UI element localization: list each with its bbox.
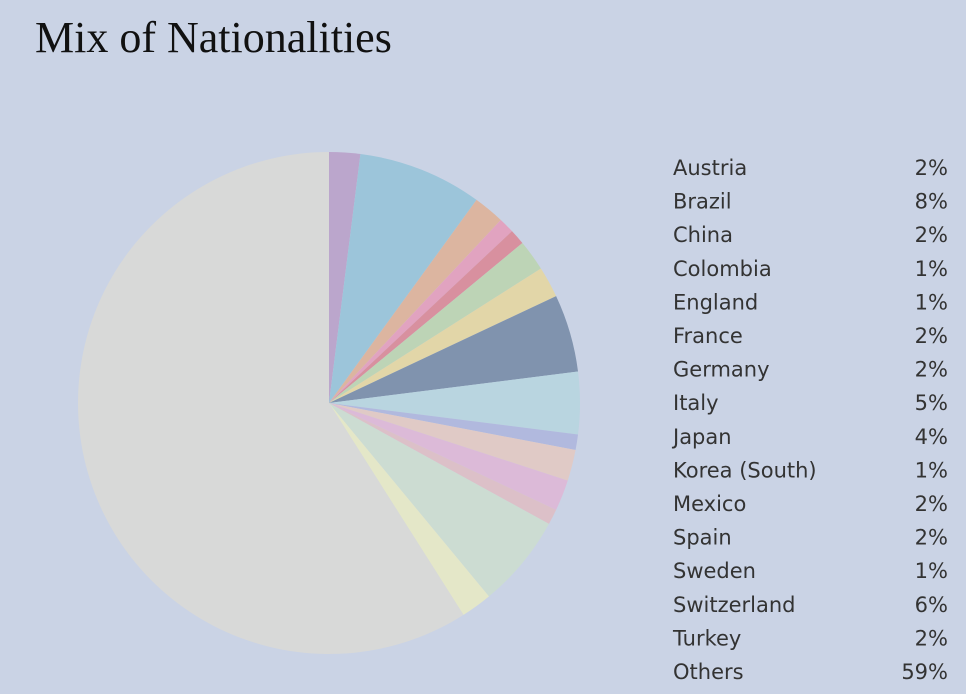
legend-label: France <box>673 324 743 348</box>
legend-value: 2% <box>915 324 948 348</box>
pie-slice <box>329 231 523 403</box>
legend-value: 2% <box>915 526 948 550</box>
pie-slice <box>329 403 489 615</box>
pie-slice <box>329 403 579 451</box>
legend-label: Japan <box>671 425 732 449</box>
pie-slice <box>78 152 464 654</box>
legend-value: 4% <box>915 425 948 449</box>
pie-slice <box>329 152 361 403</box>
legend-value: 1% <box>915 257 948 281</box>
legend-value: 5% <box>915 391 948 415</box>
pie-slice <box>329 403 557 524</box>
legend-label: Brazil <box>673 190 732 214</box>
legend-label: Colombia <box>673 257 772 281</box>
legend-label: China <box>673 223 733 247</box>
pie-slice <box>329 296 579 403</box>
chart-title: Mix of Nationalities <box>35 13 392 62</box>
legend-label: Austria <box>673 156 747 180</box>
legend-value: 59% <box>901 660 948 684</box>
legend-label: Italy <box>673 391 719 415</box>
legend-label: Germany <box>673 358 770 382</box>
legend-value: 8% <box>915 190 948 214</box>
legend-value: 2% <box>915 156 948 180</box>
legend-label: Spain <box>673 526 732 550</box>
legend-label: Switzerland <box>673 593 796 617</box>
legend-label: Sweden <box>673 559 756 583</box>
pie-slice <box>329 220 512 403</box>
pie-slice <box>329 268 557 403</box>
pie-slice <box>329 199 501 403</box>
legend-value: 6% <box>915 593 948 617</box>
legend-value: 1% <box>915 290 948 314</box>
legend-label: Turkey <box>672 626 741 650</box>
legend-value: 1% <box>915 458 948 482</box>
legend-value: 2% <box>915 492 948 516</box>
legend-value: 2% <box>915 626 948 650</box>
pie-slice <box>329 403 576 481</box>
pie-slice <box>329 403 549 597</box>
legend-label: Mexico <box>673 492 746 516</box>
pie-slice <box>329 153 477 403</box>
pie-slice <box>329 371 581 435</box>
pie-slice <box>329 243 541 403</box>
legend-label: England <box>673 290 758 314</box>
legend-label: Others <box>673 660 744 684</box>
legend-value: 1% <box>915 559 948 583</box>
pie-slice <box>329 403 568 510</box>
legend-value: 2% <box>915 358 948 382</box>
legend-label: Korea (South) <box>673 458 817 482</box>
legend-value: 2% <box>915 223 948 247</box>
